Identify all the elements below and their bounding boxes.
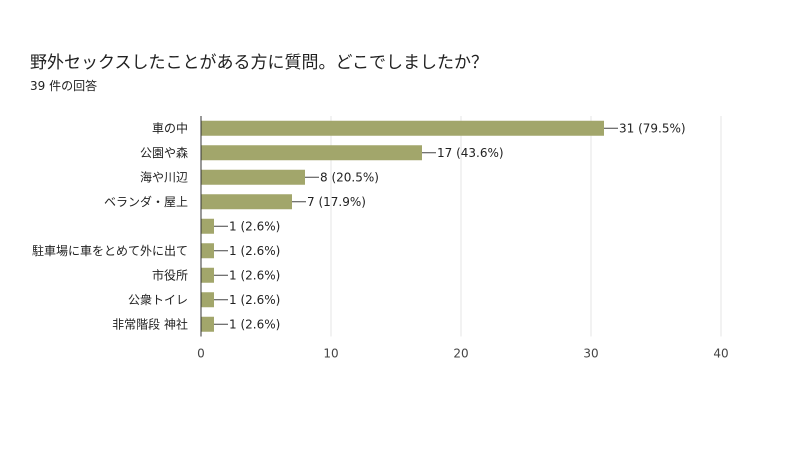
- bar: [201, 218, 214, 234]
- category-label: 非常階段 神社: [112, 316, 188, 331]
- category-label: 市役所: [152, 267, 188, 282]
- x-tick-label: 30: [583, 347, 598, 361]
- bar: [201, 292, 214, 308]
- data-label: 7 (17.9%): [307, 195, 366, 209]
- x-tick-label: 40: [713, 347, 728, 361]
- x-tick-label: 0: [197, 347, 205, 361]
- bar: [201, 145, 422, 161]
- response-count: 39 件の回答: [30, 79, 98, 93]
- x-tick-label: 10: [323, 347, 338, 361]
- category-label: ベランダ・屋上: [104, 194, 188, 209]
- category-label: 海や川辺: [140, 169, 188, 184]
- bar: [201, 243, 214, 259]
- x-tick-label: 20: [453, 347, 468, 361]
- category-label: 駐車場に車をとめて外に出て: [32, 243, 188, 258]
- data-label: 1 (2.6%): [229, 268, 280, 282]
- bar: [201, 120, 604, 136]
- category-label: 公衆トイレ: [128, 293, 188, 307]
- bar: [201, 169, 305, 185]
- data-label: 1 (2.6%): [229, 244, 280, 258]
- bar: [201, 267, 214, 283]
- data-label: 31 (79.5%): [619, 121, 686, 135]
- data-label: 17 (43.6%): [437, 146, 504, 160]
- question-title: 野外セックスしたことがある方に質問。どこでしましたか？: [30, 53, 488, 73]
- data-label: 1 (2.6%): [229, 293, 280, 307]
- category-label: 車の中: [152, 120, 188, 135]
- bar: [201, 316, 214, 332]
- bar: [201, 194, 292, 210]
- data-label: 1 (2.6%): [229, 219, 280, 233]
- data-label: 1 (2.6%): [229, 317, 280, 331]
- category-label: 公園や森: [140, 145, 188, 160]
- data-label: 8 (20.5%): [320, 170, 379, 184]
